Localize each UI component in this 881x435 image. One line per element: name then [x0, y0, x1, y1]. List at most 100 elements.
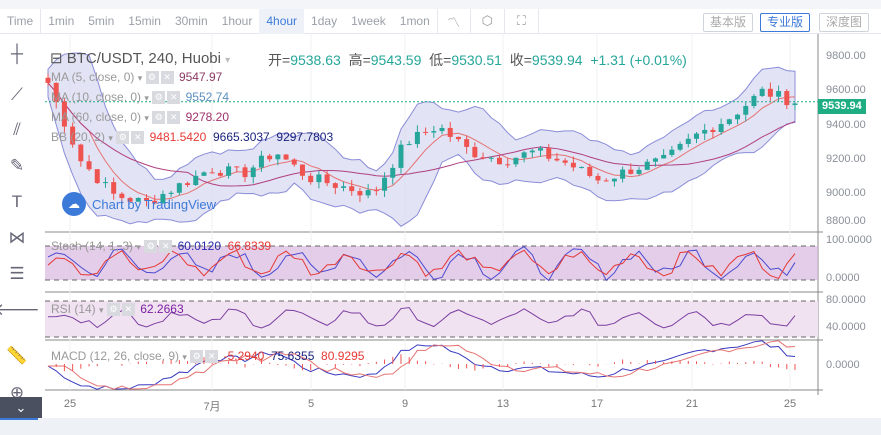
candle-body — [611, 178, 617, 182]
settings-icon[interactable]: ⚙ — [190, 350, 204, 364]
low-label: 低= — [429, 52, 452, 68]
candle-body — [513, 157, 519, 165]
candle-body — [603, 180, 609, 182]
candle-body — [587, 166, 593, 176]
candle-body — [488, 157, 494, 159]
macd-signal-value: 80.9295 — [321, 349, 365, 363]
crosshair-icon[interactable]: ┼ — [10, 44, 24, 63]
candle-body — [538, 148, 544, 151]
interval-30min[interactable]: 30min — [174, 13, 208, 28]
top-strip — [0, 0, 881, 9]
candle-body — [661, 154, 667, 159]
settings-icon[interactable]: ⚙ — [106, 303, 120, 317]
ma10-label: MA (10, close, 0) — [51, 90, 142, 104]
close-icon[interactable]: ✕ — [205, 350, 219, 364]
candle-body — [735, 114, 741, 120]
indicators-icon[interactable]: ⬡ — [471, 8, 505, 34]
bb-basis-line — [47, 82, 796, 200]
screenshot-icon[interactable]: ⛶ — [505, 8, 539, 34]
stoch-legend[interactable]: Stoch (14, 1, 3) ▾ ⚙ ✕ 60.0120 66.8339 — [51, 239, 272, 254]
version-button-2[interactable]: 深度图 — [819, 13, 870, 32]
bb-legend[interactable]: BB (20, 2) ▾ ⚙ ✕ 9481.5420 9665.3037 9297… — [51, 130, 334, 145]
price-tick: 9400.00 — [826, 119, 866, 132]
settings-icon[interactable]: ⚙ — [152, 111, 166, 125]
interval-1day[interactable]: 1day — [311, 13, 338, 28]
interval-time[interactable]: Time — [7, 13, 34, 28]
version-button-0[interactable]: 基本版 — [703, 13, 754, 32]
settings-icon[interactable]: ⚙ — [145, 71, 159, 85]
candle-body — [554, 158, 560, 161]
close-icon[interactable]: ✕ — [159, 240, 173, 254]
interval-1hour[interactable]: 1hour — [221, 13, 253, 28]
candle-body — [341, 186, 347, 188]
ma10-legend[interactable]: MA (10, close, 0) ▾ ⚙ ✕ 9552.74 — [51, 90, 229, 105]
pitchfork-icon[interactable]: ⫽ — [13, 120, 21, 139]
pattern-icon[interactable]: ⋈ — [8, 228, 26, 247]
open-value: 9538.63 — [290, 52, 341, 68]
back-arrow-icon[interactable]: 🡐 — [0, 300, 40, 319]
candle-body — [431, 131, 437, 133]
macd-legend[interactable]: MACD (12, 26, close, 9) ▾ ⚙ ✕ -5.2940 75.… — [51, 349, 365, 364]
candle-body — [620, 169, 626, 179]
brush-icon[interactable]: ✎ — [9, 156, 25, 175]
ma5-legend[interactable]: MA (5, close, 0) ▾ ⚙ ✕ 9547.97 — [51, 70, 223, 85]
ma60-legend[interactable]: MA (60, close, 0) ▾ ⚙ ✕ 9278.20 — [51, 110, 229, 125]
close-icon[interactable]: ✕ — [131, 131, 145, 145]
time-tick: 25 — [783, 398, 797, 410]
time-tick: 25 — [63, 398, 77, 410]
interval-1min[interactable]: 1min — [48, 13, 75, 28]
interval-4hour[interactable]: 4hour — [259, 8, 305, 34]
text-icon[interactable]: T — [11, 192, 23, 211]
interval-1mon[interactable]: 1mon — [399, 13, 430, 28]
chart-type-icon[interactable]: 〽 — [436, 8, 471, 34]
close-icon[interactable]: ✕ — [160, 71, 174, 85]
candle-body — [570, 162, 576, 168]
candle-body — [767, 88, 773, 97]
macd-tick: 0.0000 — [826, 359, 860, 372]
close-icon[interactable]: ✕ — [167, 111, 181, 125]
stoch-d-line — [47, 249, 796, 280]
candle-body — [70, 126, 76, 145]
candle-body — [759, 88, 765, 96]
candle-body — [242, 167, 248, 178]
ruler-icon[interactable]: 📏 — [6, 346, 28, 365]
settings-icon[interactable]: ⚙ — [116, 131, 130, 145]
stoch-tick: 100.0000 — [826, 234, 872, 247]
fib-icon[interactable]: ☰ — [9, 264, 25, 283]
candle-body — [677, 143, 683, 150]
rsi-legend[interactable]: RSI (14) ▾ ⚙ ✕ 62.2663 — [51, 302, 184, 317]
bb-label: BB (20, 2) — [51, 130, 106, 144]
candle-body — [332, 183, 338, 188]
candle-body — [628, 169, 634, 174]
drawing-tools: ┼ ⟋ ⫽ ✎ T ⋈ ☰ 🡐 📏 ⊕ ⌄ — [0, 35, 42, 418]
candle-body — [636, 169, 642, 174]
watermark-text: Chart by TradingView — [92, 196, 217, 212]
interval-5min[interactable]: 5min — [88, 13, 115, 28]
candle-body — [414, 131, 420, 145]
close-icon[interactable]: ✕ — [121, 303, 135, 317]
settings-icon[interactable]: ⚙ — [144, 240, 158, 254]
tradingview-watermark[interactable]: ☁ Chart by TradingView — [62, 192, 216, 216]
stoch-tick: 0.0000 — [826, 272, 860, 285]
tradingview-logo-icon: ☁ — [62, 192, 86, 216]
bottom-strip — [0, 418, 881, 435]
interval-1week[interactable]: 1week — [351, 13, 386, 28]
settings-icon[interactable]: ⚙ — [152, 91, 166, 105]
candle-body — [168, 192, 174, 194]
price-tick: 9000.00 — [826, 187, 866, 200]
candle-body — [283, 154, 289, 160]
collapse-button[interactable]: ⌄ — [0, 397, 42, 418]
interval-15min[interactable]: 15min — [128, 13, 161, 28]
candle-body — [61, 101, 67, 127]
version-button-1[interactable]: 专业版 — [760, 13, 811, 32]
candle-body — [480, 157, 486, 159]
close-icon[interactable]: ✕ — [167, 91, 181, 105]
candle-body — [357, 191, 363, 196]
candle-body — [78, 144, 84, 162]
rsi-value: 62.2663 — [140, 302, 184, 316]
candle-body — [382, 177, 388, 191]
candle-body — [185, 183, 191, 186]
trendline-icon[interactable]: ⟋ — [11, 85, 23, 104]
candle-body — [373, 190, 379, 192]
